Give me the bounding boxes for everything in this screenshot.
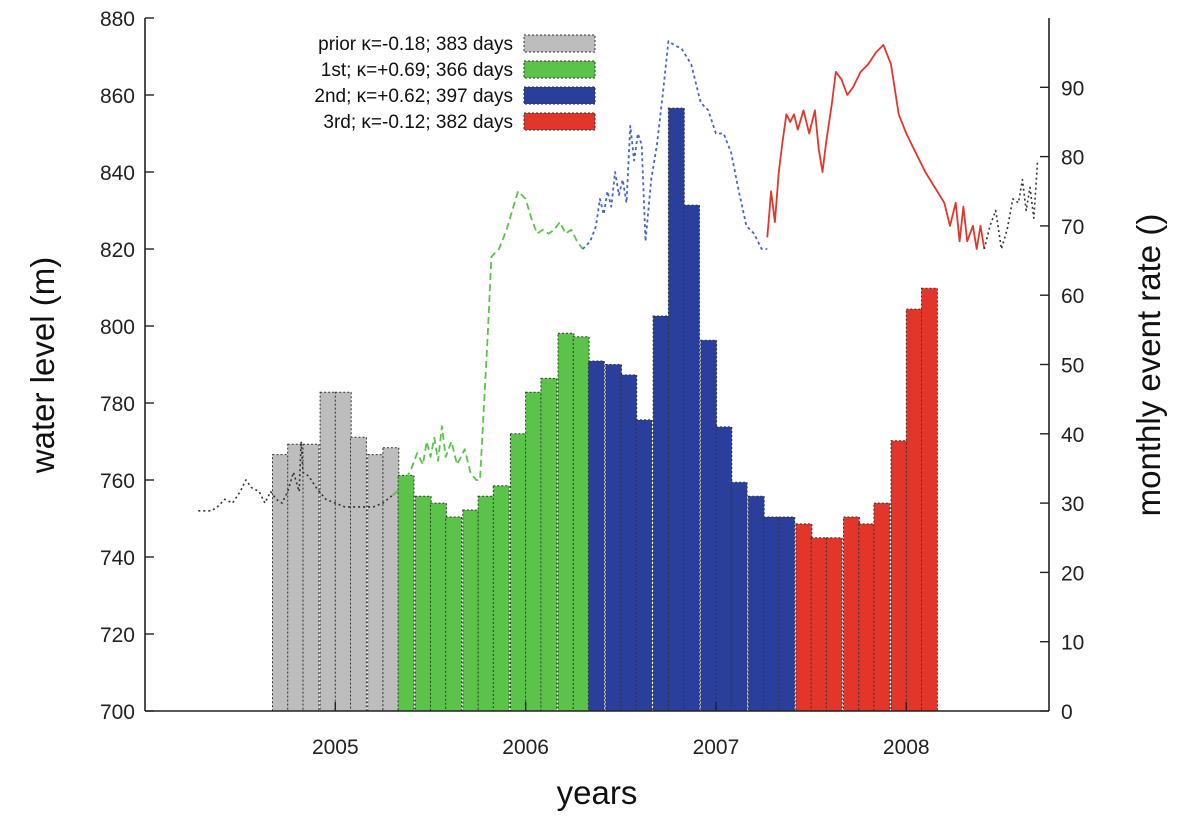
left-tick-label: 800 bbox=[100, 316, 135, 339]
right-tick-label: 60 bbox=[1061, 285, 1084, 308]
x-ticks: 2005 2006 2007 2008 bbox=[312, 702, 930, 759]
left-ticks: 700 720 740 760 780 800 820 840 860 880 bbox=[100, 8, 154, 724]
x-axis-title: years bbox=[557, 774, 638, 811]
event-rate-bar-4 bbox=[334, 391, 352, 712]
water-level-line-prior bbox=[198, 440, 393, 512]
event-rate-bar-26 bbox=[683, 204, 700, 712]
event-rate-bar-24 bbox=[652, 315, 670, 712]
y-axis-title-right: monthly event rate () bbox=[1130, 214, 1167, 517]
event-rate-bar-18 bbox=[557, 332, 575, 712]
event-rate-bar-11 bbox=[445, 516, 463, 712]
event-rate-bar-17 bbox=[540, 377, 558, 712]
bars-layer bbox=[272, 107, 938, 712]
left-tick-label: 700 bbox=[100, 701, 135, 724]
event-rate-bar-27 bbox=[700, 339, 718, 712]
event-rate-bar-1 bbox=[287, 443, 305, 712]
right-tick-label: 50 bbox=[1061, 355, 1084, 378]
event-rate-bar-28 bbox=[715, 426, 733, 712]
event-rate-bar-25 bbox=[667, 107, 685, 712]
y-axis-title-left: water level (m) bbox=[24, 257, 61, 474]
left-tick-label: 880 bbox=[100, 8, 135, 31]
right-tick-label: 80 bbox=[1061, 147, 1084, 170]
legend-swatch-second bbox=[523, 86, 596, 105]
left-tick-label: 860 bbox=[100, 85, 135, 108]
right-tick-label: 0 bbox=[1061, 701, 1073, 724]
event-rate-bar-16 bbox=[525, 391, 542, 712]
event-rate-bar-33 bbox=[795, 523, 813, 712]
x-tick-label: 2007 bbox=[693, 736, 740, 759]
left-tick-label: 760 bbox=[100, 470, 135, 493]
event-rate-bar-41 bbox=[921, 287, 938, 712]
event-rate-bar-29 bbox=[730, 481, 748, 712]
water-level-line-after bbox=[983, 160, 1039, 250]
event-rate-bar-20 bbox=[587, 360, 605, 712]
right-tick-label: 40 bbox=[1061, 424, 1084, 447]
event-rate-bar-9 bbox=[414, 495, 432, 712]
event-rate-bar-7 bbox=[382, 447, 400, 712]
event-rate-bar-37 bbox=[858, 523, 876, 712]
event-rate-bar-2 bbox=[302, 443, 320, 712]
event-rate-bar-31 bbox=[763, 516, 780, 712]
event-rate-bar-19 bbox=[572, 336, 590, 712]
legend-label-prior: prior κ=-0.18; 383 days bbox=[318, 34, 513, 55]
event-rate-bar-3 bbox=[319, 391, 337, 712]
event-rate-bar-0 bbox=[272, 454, 289, 712]
event-rate-bar-30 bbox=[747, 495, 765, 712]
event-rate-bar-5 bbox=[350, 436, 367, 712]
event-rate-bar-10 bbox=[430, 502, 447, 712]
event-rate-bar-32 bbox=[778, 516, 796, 712]
event-rate-bar-12 bbox=[462, 509, 480, 712]
event-rate-bar-14 bbox=[492, 485, 510, 712]
legend-label-first: 1st; κ=+0.69; 366 days bbox=[321, 60, 513, 81]
water-level-line-third bbox=[766, 44, 986, 250]
left-tick-label: 840 bbox=[100, 162, 135, 185]
event-rate-bar-8 bbox=[397, 474, 415, 712]
x-tick-label: 2005 bbox=[312, 736, 359, 759]
legend-swatch-prior bbox=[523, 34, 596, 53]
left-tick-label: 780 bbox=[100, 393, 135, 416]
event-rate-bar-38 bbox=[873, 502, 891, 712]
right-tick-label: 30 bbox=[1061, 493, 1084, 516]
event-rate-bar-40 bbox=[905, 308, 923, 712]
legend-label-second: 2nd; κ=+0.62; 397 days bbox=[314, 86, 513, 107]
right-tick-label: 20 bbox=[1061, 562, 1084, 585]
legend-swatch-first bbox=[523, 60, 596, 79]
x-tick-label: 2008 bbox=[883, 736, 930, 759]
lines-layer bbox=[198, 40, 1039, 512]
left-tick-label: 720 bbox=[100, 624, 135, 647]
legend-label-third: 3rd; κ=-0.12; 382 days bbox=[323, 112, 513, 133]
left-tick-label: 820 bbox=[100, 239, 135, 262]
right-tick-label: 70 bbox=[1061, 216, 1084, 239]
event-rate-bar-22 bbox=[620, 374, 638, 712]
event-rate-bar-13 bbox=[477, 495, 495, 712]
left-tick-label: 740 bbox=[100, 547, 135, 570]
right-ticks: 0 10 20 30 40 50 60 70 80 90 bbox=[1040, 77, 1084, 724]
event-rate-bar-6 bbox=[367, 454, 385, 712]
water-level-line-first bbox=[391, 190, 584, 497]
right-tick-label: 10 bbox=[1061, 632, 1084, 655]
event-rate-bar-36 bbox=[843, 516, 860, 712]
event-rate-bar-23 bbox=[635, 419, 653, 712]
event-rate-bar-35 bbox=[825, 537, 843, 712]
legend: prior κ=-0.18; 383 days 1st; κ=+0.69; 36… bbox=[314, 34, 596, 133]
right-tick-label: 90 bbox=[1061, 77, 1084, 100]
event-rate-bar-34 bbox=[810, 537, 828, 712]
event-rate-bar-39 bbox=[890, 440, 908, 712]
event-rate-bar-21 bbox=[605, 364, 622, 712]
legend-swatch-third bbox=[523, 112, 596, 131]
x-tick-label: 2006 bbox=[502, 736, 549, 759]
water-level-line-second bbox=[582, 40, 768, 250]
event-rate-bar-15 bbox=[509, 433, 527, 712]
